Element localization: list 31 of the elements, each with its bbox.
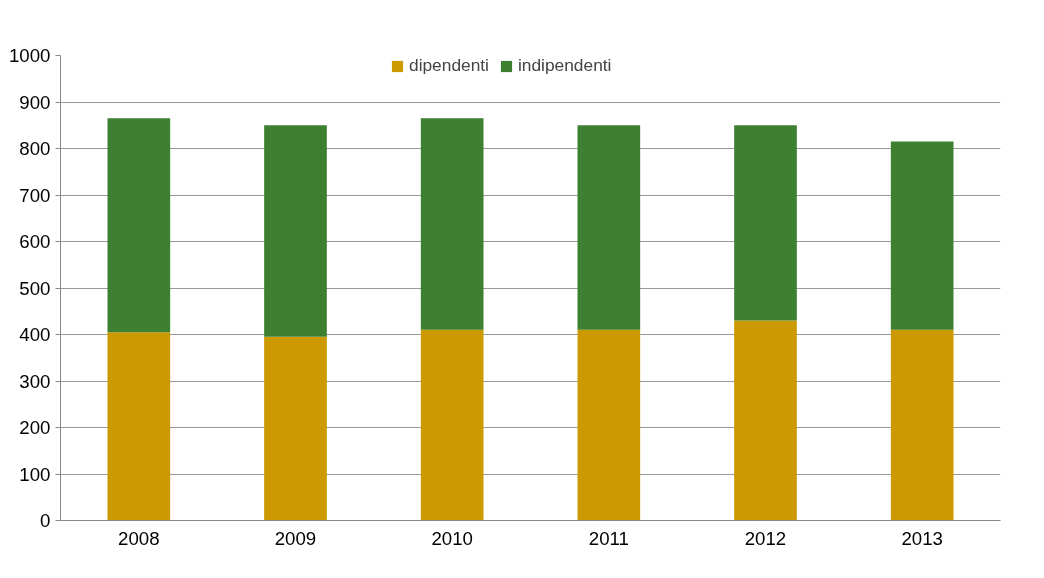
bar [890,329,954,521]
y-tick-label: 1000 [9,45,51,66]
bar [734,125,797,321]
x-tick-label: 2008 [118,527,160,549]
y-tick-label: 100 [19,463,51,485]
y-tick-label: 500 [19,277,51,299]
bar [264,336,327,521]
x-tick-label: 2010 [431,527,473,549]
y-tick-label: 200 [19,417,51,438]
y-tick-label: 700 [19,184,51,206]
legend-label: indipendenti [517,55,612,76]
x-tick-label: 2009 [274,527,317,549]
bar [107,332,171,521]
x-tick-label: 2011 [588,527,629,549]
y-tick-label: 900 [19,91,51,113]
bar [577,329,641,521]
x-tick-label: 2013 [901,527,943,549]
bar [734,320,797,521]
bar [107,118,171,333]
y-tick-label: 400 [19,324,51,345]
y-tick-label: 800 [19,138,51,159]
y-tick-label: 0 [40,510,51,531]
bar [420,118,484,330]
legend-label: dipendenti [409,55,489,76]
bar [890,141,954,330]
bar [264,125,327,337]
y-tick-label: 300 [19,370,51,392]
bar [577,125,641,330]
x-tick-label: 2012 [744,527,787,549]
bar [420,329,484,521]
y-tick-label: 600 [19,231,51,252]
